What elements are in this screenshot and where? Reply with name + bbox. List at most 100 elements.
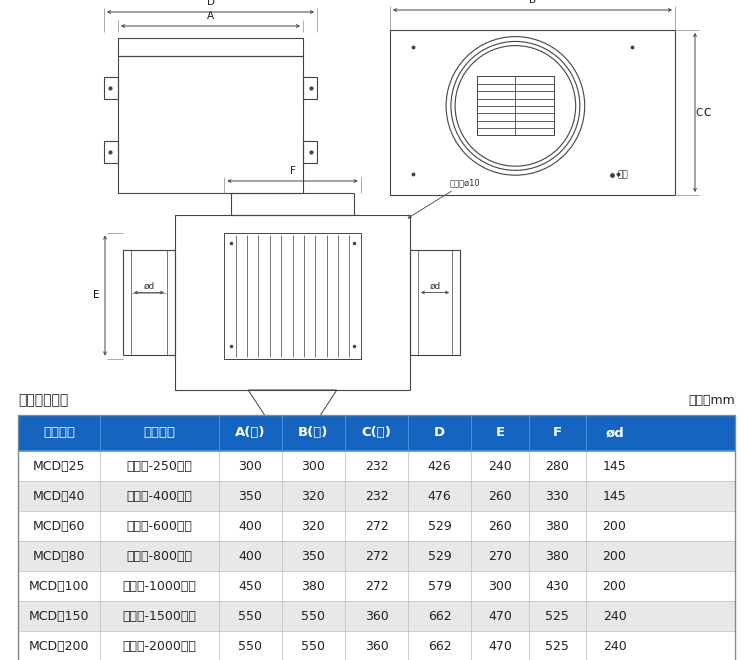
Text: 机组型号: 机组型号: [143, 426, 176, 440]
Text: 232: 232: [364, 459, 388, 473]
Bar: [303, 77, 317, 98]
Text: 529: 529: [427, 550, 451, 562]
Text: 240: 240: [488, 459, 512, 473]
Text: ød: ød: [605, 426, 624, 440]
Bar: [303, 141, 317, 163]
Text: 330: 330: [545, 490, 569, 502]
Text: 380: 380: [302, 579, 326, 593]
Text: 550: 550: [302, 640, 326, 653]
Text: 232: 232: [364, 490, 388, 502]
Text: 260: 260: [488, 519, 512, 533]
Bar: [18, 541, 735, 571]
Bar: [104, 77, 118, 98]
Text: 300: 300: [488, 579, 512, 593]
Text: 标准型-600风量: 标准型-600风量: [127, 519, 193, 533]
Text: 360: 360: [364, 609, 388, 622]
Bar: [18, 601, 735, 631]
Text: 470: 470: [488, 609, 512, 622]
Text: 476: 476: [427, 490, 451, 502]
Text: B(宽): B(宽): [298, 426, 328, 440]
Bar: [224, 232, 361, 358]
Bar: [410, 250, 460, 355]
Text: MCD－80: MCD－80: [33, 550, 86, 562]
Text: 240: 240: [603, 640, 626, 653]
Text: 145: 145: [603, 459, 626, 473]
Text: 662: 662: [427, 609, 451, 622]
Text: E: E: [94, 290, 100, 300]
Text: 550: 550: [238, 640, 262, 653]
Text: 300: 300: [238, 459, 262, 473]
Text: 200: 200: [602, 550, 626, 562]
Bar: [118, 56, 303, 193]
Bar: [477, 77, 554, 135]
Text: 400: 400: [238, 550, 262, 562]
Bar: [390, 30, 675, 195]
Text: 240: 240: [603, 609, 626, 622]
Text: 550: 550: [238, 609, 262, 622]
Text: ød: ød: [429, 282, 441, 291]
Text: 450: 450: [238, 579, 262, 593]
Bar: [283, 439, 302, 446]
Text: 380: 380: [545, 519, 569, 533]
Text: 标准型-250风量: 标准型-250风量: [127, 459, 193, 473]
Text: F: F: [290, 166, 296, 176]
Text: D: D: [434, 426, 445, 440]
Text: MCD－200: MCD－200: [29, 640, 89, 653]
Text: 320: 320: [302, 490, 326, 502]
Bar: [118, 38, 303, 56]
Bar: [104, 141, 118, 163]
Text: MCD－100: MCD－100: [29, 579, 89, 593]
Bar: [18, 415, 735, 660]
Text: 标准型-2000风量: 标准型-2000风量: [123, 640, 196, 653]
Text: 426: 426: [427, 459, 451, 473]
Bar: [123, 250, 175, 355]
Text: 579: 579: [427, 579, 451, 593]
Text: 470: 470: [488, 640, 512, 653]
Text: 272: 272: [364, 519, 388, 533]
Text: 350: 350: [302, 550, 326, 562]
Text: 272: 272: [364, 550, 388, 562]
Text: 300: 300: [302, 459, 326, 473]
Text: F: F: [553, 426, 562, 440]
Text: 标准型尺寸表: 标准型尺寸表: [18, 393, 68, 407]
Text: 320: 320: [302, 519, 326, 533]
Bar: [18, 631, 735, 660]
Text: A: A: [207, 11, 214, 21]
Bar: [18, 415, 735, 451]
Text: 400: 400: [238, 519, 262, 533]
Text: 270: 270: [488, 550, 512, 562]
Text: 550: 550: [302, 609, 326, 622]
Text: 380: 380: [545, 550, 569, 562]
Text: 电源: 电源: [618, 171, 628, 180]
Text: 机组型号: 机组型号: [44, 426, 75, 440]
Text: 标准型-1500风量: 标准型-1500风量: [123, 609, 196, 622]
Bar: [18, 511, 735, 541]
Text: 标准型-800风量: 标准型-800风量: [127, 550, 193, 562]
Text: ød: ød: [143, 282, 154, 291]
Text: 标准型-400风量: 标准型-400风量: [127, 490, 193, 502]
Text: 安装孔ø10: 安装孔ø10: [408, 178, 481, 218]
Text: D: D: [206, 0, 214, 7]
Text: 360: 360: [364, 640, 388, 653]
Text: MCD－40: MCD－40: [33, 490, 86, 502]
Text: 525: 525: [545, 609, 569, 622]
Text: 标准型-1000风量: 标准型-1000风量: [123, 579, 196, 593]
Text: MCD－60: MCD－60: [33, 519, 86, 533]
Bar: [175, 215, 410, 390]
Text: 662: 662: [427, 640, 451, 653]
Text: 200: 200: [602, 519, 626, 533]
Text: E: E: [495, 426, 505, 440]
Text: 260: 260: [488, 490, 512, 502]
Text: A(长): A(长): [235, 426, 266, 440]
Text: C(高): C(高): [362, 426, 392, 440]
Text: 350: 350: [238, 490, 262, 502]
Bar: [18, 481, 735, 511]
Text: 525: 525: [545, 640, 569, 653]
Text: C: C: [696, 108, 703, 117]
Text: 200: 200: [602, 579, 626, 593]
Text: MCD－150: MCD－150: [29, 609, 89, 622]
Text: 280: 280: [545, 459, 569, 473]
Text: 单位：mm: 单位：mm: [688, 394, 735, 407]
Text: MCD－25: MCD－25: [33, 459, 86, 473]
Text: 529: 529: [427, 519, 451, 533]
